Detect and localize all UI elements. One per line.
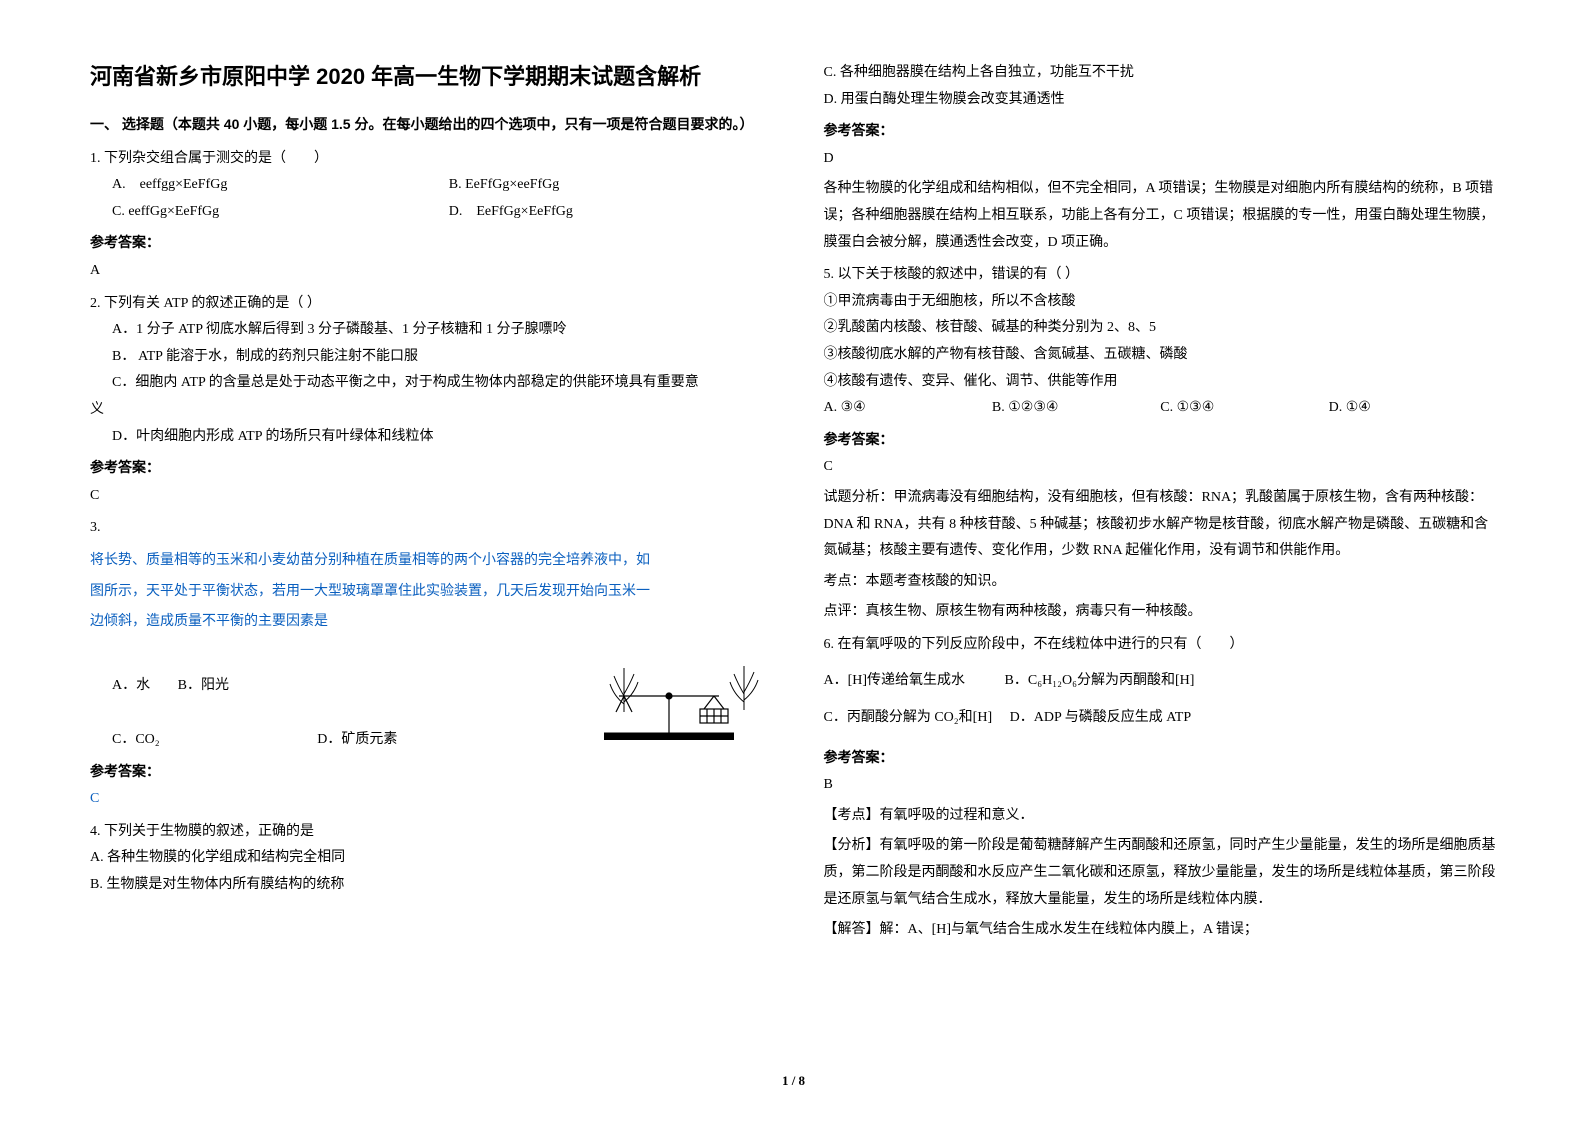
q5-opt-d: D. ①④	[1329, 395, 1497, 422]
page-number: 1 / 8	[782, 1069, 805, 1094]
q6-opt-a: A．[H]传递给氧生成水	[824, 673, 966, 688]
q5-s4: ④核酸有遗传、变异、催化、调节、供能等作用	[824, 369, 1498, 396]
q6-opt-d: D．ADP 与磷酸反应生成 ATP	[1010, 710, 1192, 725]
answer-label: 参考答案：	[90, 229, 764, 256]
q4-opt-d: D. 用蛋白酶处理生物膜会改变其通透性	[824, 87, 1498, 114]
q3-body-1: 将长势、质量相等的玉米和小麦幼苗分别种植在质量相等的两个小容器的完全培养液中，如	[90, 546, 764, 573]
q1-opt-b: B. EeFfGg×eeFfGg	[427, 172, 764, 199]
q5-expl-3: 点评：真核生物、原核生物有两种核酸，病毒只有一种核酸。	[824, 599, 1498, 626]
q2-opt-a: A．1 分子 ATP 彻底水解后得到 3 分子磷酸基、1 分子核糖和 1 分子腺…	[90, 317, 764, 344]
q5-s1: ①甲流病毒由于无细胞核，所以不含核酸	[824, 289, 1498, 316]
q4-opt-a: A. 各种生物膜的化学组成和结构完全相同	[90, 845, 764, 872]
q5-stem: 5. 以下关于核酸的叙述中，错误的有（ ）	[824, 262, 1498, 289]
left-column: 河南省新乡市原阳中学 2020 年高一生物下学期期末试题含解析 一、 选择题（本…	[90, 60, 764, 1082]
q6-opt-b: B．C₆H₁₂O₆分解为丙酮酸和[H]	[1005, 673, 1195, 688]
q5-answer: C	[824, 454, 1498, 481]
q4-opt-b: B. 生物膜是对生物体内所有膜结构的统称	[90, 872, 764, 899]
q3-opt-b: B．阳光	[178, 678, 229, 693]
q2-opt-d: D．叶肉细胞内形成 ATP 的场所只有叶绿体和线粒体	[90, 424, 764, 451]
q3-body-3: 边倾斜，造成质量不平衡的主要因素是	[90, 607, 764, 634]
q4-explanation: 各种生物膜的化学组成和结构相似，但不完全相同，A 项错误；生物膜是对细胞内所有膜…	[824, 176, 1498, 256]
question-4: 4. 下列关于生物膜的叙述，正确的是 A. 各种生物膜的化学组成和结构完全相同 …	[90, 819, 764, 899]
q2-stem: 2. 下列有关 ATP 的叙述正确的是（ ）	[90, 291, 764, 318]
q4-stem: 4. 下列关于生物膜的叙述，正确的是	[90, 819, 764, 846]
q1-opt-d: D. EeFfGg×EeFfGg	[427, 199, 764, 226]
q2-answer: C	[90, 483, 764, 510]
question-2: 2. 下列有关 ATP 的叙述正确的是（ ） A．1 分子 ATP 彻底水解后得…	[90, 291, 764, 510]
question-6: 6. 在有氧呼吸的下列反应阶段中，不在线粒体中进行的只有（ ） A．[H]传递给…	[824, 632, 1498, 944]
answer-label: 参考答案：	[90, 454, 764, 481]
q5-opt-c: C. ①③④	[1160, 395, 1328, 422]
q6-stem: 6. 在有氧呼吸的下列反应阶段中，不在线粒体中进行的只有（ ）	[824, 632, 1498, 659]
q3-body-2: 图所示，天平处于平衡状态，若用一大型玻璃罩罩住此实验装置，几天后发现开始向玉米一	[90, 577, 764, 604]
answer-label: 参考答案：	[824, 117, 1498, 144]
q6-answer: B	[824, 772, 1498, 799]
q5-expl-1: 试题分析：甲流病毒没有细胞结构，没有细胞核，但有核酸：RNA；乳酸菌属于原核生物…	[824, 485, 1498, 565]
answer-label: 参考答案：	[824, 744, 1498, 771]
q1-opt-a: A. eeffgg×EeFfGg	[90, 172, 427, 199]
q2-opt-c: C．细胞内 ATP 的含量总是处于动态平衡之中，对于构成生物体内部稳定的供能环境…	[90, 370, 764, 397]
question-1: 1. 下列杂交组合属于测交的是（ ） A. eeffgg×EeFfGg B. E…	[90, 146, 764, 285]
answer-label: 参考答案：	[824, 426, 1498, 453]
q3-opt-c: C．CO₂	[90, 727, 317, 754]
q3-answer: C	[90, 786, 764, 813]
q6-kaodian: 【考点】有氧呼吸的过程和意义．	[824, 803, 1498, 830]
q6-opt-c: C．丙酮酸分解为 CO₂和[H]	[824, 710, 993, 725]
q5-opt-a: A. ③④	[824, 395, 992, 422]
q1-opt-c: C. eeffGg×EeFfGg	[90, 199, 427, 226]
q1-answer: A	[90, 258, 764, 285]
balance-figure	[574, 634, 764, 744]
doc-title: 河南省新乡市原阳中学 2020 年高一生物下学期期末试题含解析	[90, 60, 764, 93]
q2-opt-b: B． ATP 能溶于水，制成的药剂只能注射不能口服	[90, 344, 764, 371]
q4-answer: D	[824, 146, 1498, 173]
q4-opt-c: C. 各种细胞器膜在结构上各自独立，功能互不干扰	[824, 60, 1498, 87]
q3-opt-d: D．矿质元素	[317, 727, 397, 754]
section-heading: 一、 选择题（本题共 40 小题，每小题 1.5 分。在每小题给出的四个选项中，…	[90, 111, 764, 138]
q5-opt-b: B. ①②③④	[992, 395, 1160, 422]
answer-label: 参考答案：	[90, 758, 764, 785]
q5-expl-2: 考点：本题考查核酸的知识。	[824, 569, 1498, 596]
q2-opt-c-cont: 义	[90, 397, 764, 424]
q1-stem: 1. 下列杂交组合属于测交的是（ ）	[90, 146, 764, 173]
q3-opt-a: A．水	[90, 678, 150, 693]
q6-fenxi: 【分析】有氧呼吸的第一阶段是葡萄糖酵解产生丙酮酸和还原氢，同时产生少量能量，发生…	[824, 833, 1498, 913]
right-column: C. 各种细胞器膜在结构上各自独立，功能互不干扰 D. 用蛋白酶处理生物膜会改变…	[824, 60, 1498, 1082]
q6-jieda: 【解答】解：A、[H]与氧气结合生成水发生在线粒体内膜上，A 错误；	[824, 917, 1498, 944]
question-5: 5. 以下关于核酸的叙述中，错误的有（ ） ①甲流病毒由于无细胞核，所以不含核酸…	[824, 262, 1498, 626]
q3-stem: 3.	[90, 515, 764, 542]
question-3: 3. 将长势、质量相等的玉米和小麦幼苗分别种植在质量相等的两个小容器的完全培养液…	[90, 515, 764, 813]
q5-s3: ③核酸彻底水解的产物有核苷酸、含氮碱基、五碳糖、磷酸	[824, 342, 1498, 369]
q5-s2: ②乳酸菌内核酸、核苷酸、碱基的种类分别为 2、8、5	[824, 315, 1498, 342]
